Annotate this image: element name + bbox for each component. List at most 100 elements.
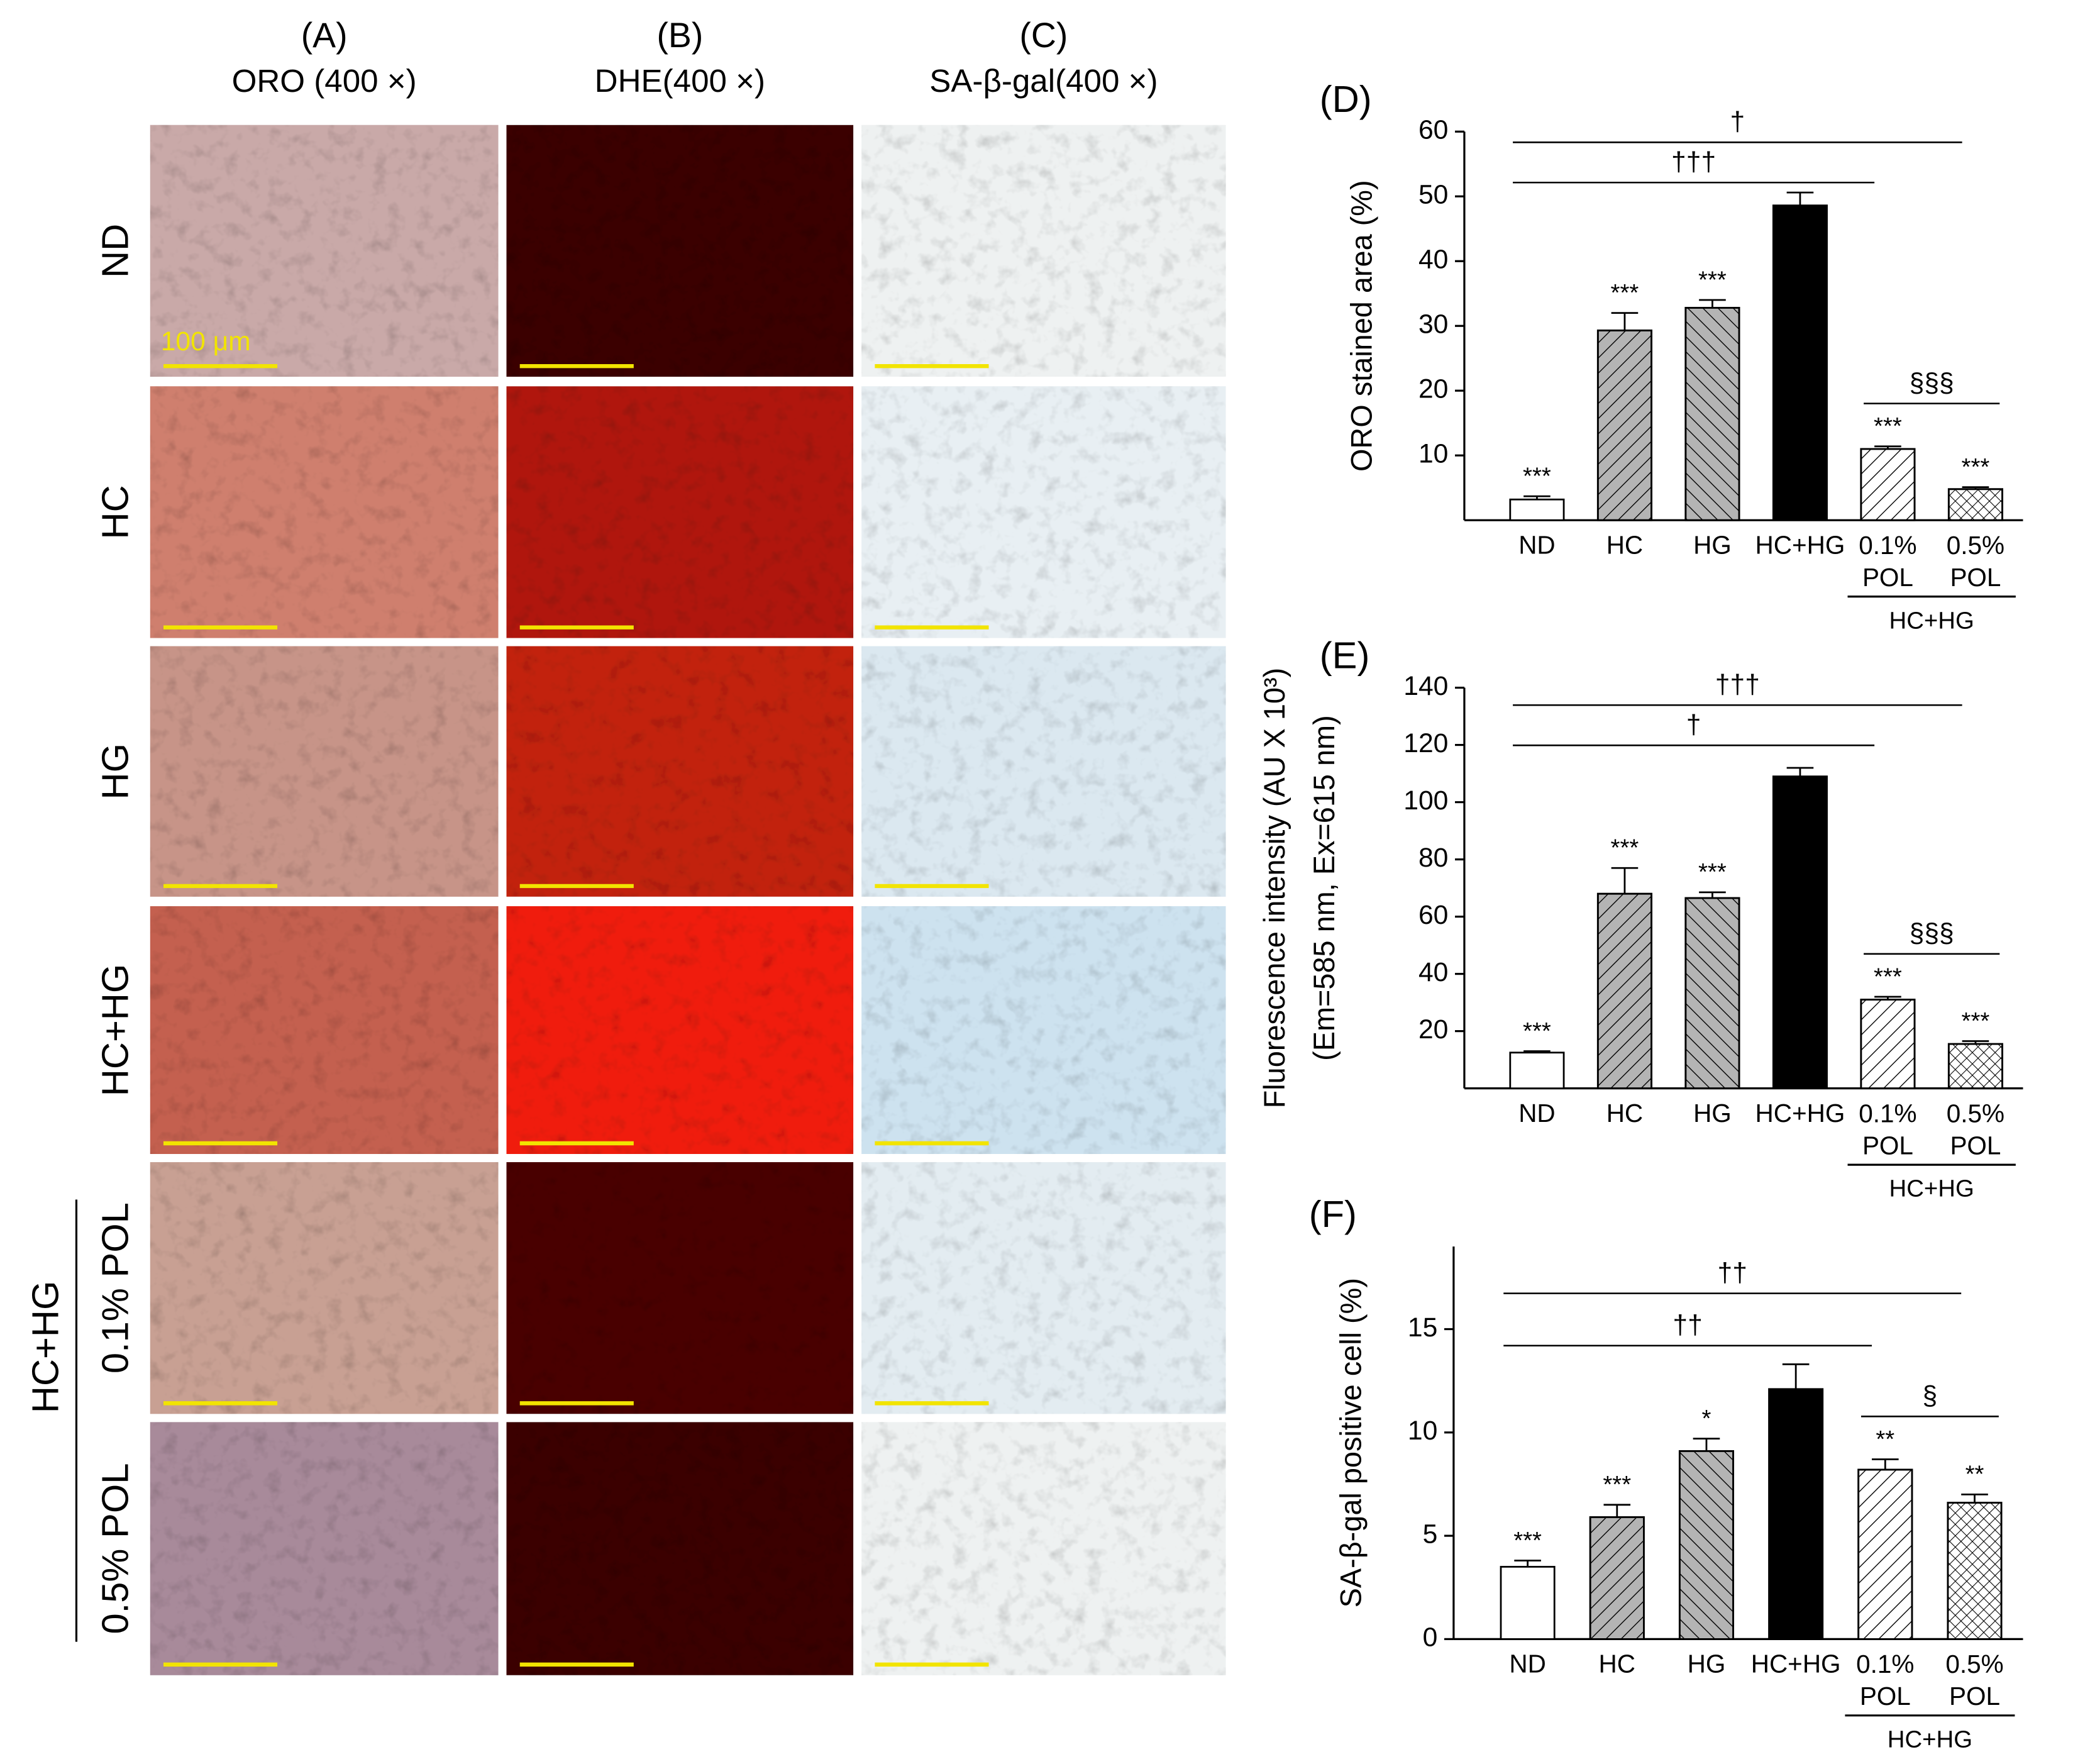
x-tick-label: HC+HG bbox=[1755, 530, 1845, 559]
x-tick-label: 0.5% POL bbox=[1945, 1650, 2003, 1711]
bar-hatch bbox=[1947, 1043, 2003, 1090]
error-bar bbox=[1874, 996, 1901, 1000]
micrograph bbox=[150, 125, 499, 377]
group-label: HC+HG bbox=[1889, 1175, 1974, 1202]
x-tick-label: HC bbox=[1599, 1650, 1635, 1678]
significance: ** bbox=[1966, 1461, 1984, 1488]
x-tick-label: HG bbox=[1693, 530, 1732, 559]
error-bar bbox=[1786, 767, 1814, 777]
x-tick-label: 0.1% POL bbox=[1859, 1099, 1916, 1160]
error-bar bbox=[1962, 1040, 1989, 1045]
y-axis-label: (Em=585 nm, Ex=615 nm) bbox=[1308, 715, 1341, 1061]
y-axis-label: Fluorescence intensity (AU X 10³) bbox=[1258, 668, 1291, 1109]
bar bbox=[1772, 775, 1828, 1090]
micrograph bbox=[506, 1162, 854, 1414]
y-tick-label: 30 bbox=[1418, 309, 1448, 339]
comparison-label: ††† bbox=[1715, 670, 1760, 700]
y-tick-label: 40 bbox=[1418, 244, 1448, 274]
micrograph bbox=[150, 1162, 499, 1414]
significance: *** bbox=[1698, 858, 1727, 885]
bar bbox=[1768, 1388, 1824, 1640]
x-tick-label: ND bbox=[1509, 1650, 1545, 1678]
bar bbox=[1509, 1051, 1565, 1090]
comparison-label: † bbox=[1686, 710, 1701, 740]
micrograph bbox=[506, 906, 854, 1155]
bar-hatch bbox=[1860, 448, 1916, 521]
y-tick-label: 20 bbox=[1418, 374, 1448, 404]
significance: *** bbox=[1513, 1527, 1542, 1554]
micrograph bbox=[506, 386, 854, 638]
y-axis-label: SA-β-gal positive cell (%) bbox=[1334, 1278, 1367, 1607]
y-tick-label: 100 bbox=[1403, 785, 1448, 816]
bar-hatch bbox=[1857, 1468, 1913, 1640]
x-tick-label: HG bbox=[1693, 1099, 1732, 1128]
error-bar bbox=[1874, 445, 1901, 449]
panel-title: (F) bbox=[1309, 1193, 1357, 1235]
significance: *** bbox=[1874, 963, 1902, 990]
bar-hatch bbox=[1860, 999, 1916, 1090]
x-tick-label: HC bbox=[1606, 530, 1643, 559]
significance: *** bbox=[1874, 413, 1902, 440]
x-tick-label: HC+HG bbox=[1751, 1650, 1841, 1678]
y-tick-label: 10 bbox=[1408, 1416, 1437, 1446]
bar-hatch bbox=[1678, 1450, 1734, 1640]
column-letter: (B) bbox=[656, 16, 703, 55]
y-tick-label: 20 bbox=[1418, 1014, 1448, 1045]
significance: ** bbox=[1876, 1426, 1894, 1453]
column-letter: (C) bbox=[1019, 16, 1068, 55]
micrograph bbox=[861, 1422, 1226, 1675]
bar bbox=[1500, 1565, 1556, 1640]
panel-title: (E) bbox=[1320, 634, 1370, 676]
y-tick-label: 0 bbox=[1423, 1623, 1438, 1653]
comparison-label: §§§ bbox=[1910, 368, 1954, 398]
y-tick-label: 80 bbox=[1418, 843, 1448, 873]
scale-bar-label: 100 μm bbox=[161, 326, 251, 357]
micrograph bbox=[506, 125, 854, 377]
error-bar bbox=[1961, 1493, 1988, 1503]
y-tick-label: 60 bbox=[1418, 900, 1448, 930]
x-tick-label: ND bbox=[1518, 1099, 1555, 1128]
significance: *** bbox=[1962, 453, 1990, 480]
bar bbox=[1509, 498, 1565, 521]
significance: *** bbox=[1603, 1471, 1631, 1498]
row-label: HC+HG bbox=[94, 964, 136, 1097]
error-bar bbox=[1523, 1050, 1551, 1053]
micrograph bbox=[150, 1422, 499, 1675]
error-bar bbox=[1611, 312, 1639, 331]
significance: *** bbox=[1698, 266, 1727, 293]
significance: *** bbox=[1611, 279, 1639, 306]
x-tick-label: 0.1% POL bbox=[1859, 530, 1916, 591]
x-tick-label: HC+HG bbox=[1755, 1099, 1845, 1128]
row-group-label: HC+HG bbox=[24, 1281, 66, 1414]
micrograph bbox=[861, 125, 1226, 377]
error-bar bbox=[1699, 891, 1726, 899]
y-axis-label: ORO stained area (%) bbox=[1345, 180, 1378, 472]
micrograph bbox=[861, 386, 1226, 638]
significance: *** bbox=[1962, 1007, 1990, 1035]
y-tick-label: 40 bbox=[1418, 957, 1448, 987]
x-tick-label: 0.5% POL bbox=[1947, 1099, 2004, 1160]
bar-hatch bbox=[1596, 330, 1652, 521]
row-label: ND bbox=[94, 224, 136, 278]
y-tick-label: 60 bbox=[1418, 115, 1448, 145]
significance: *** bbox=[1611, 835, 1639, 862]
column-title: ORO (400 ×) bbox=[232, 63, 417, 99]
x-tick-label: 0.5% POL bbox=[1947, 530, 2004, 591]
group-label: HC+HG bbox=[1889, 607, 1974, 634]
y-tick-label: 10 bbox=[1418, 438, 1448, 469]
bar-hatch bbox=[1947, 1502, 2003, 1640]
bar bbox=[1772, 204, 1828, 521]
comparison-label: ††† bbox=[1671, 147, 1716, 177]
row-label: HG bbox=[94, 743, 136, 799]
comparison-label: † bbox=[1730, 107, 1745, 137]
error-bar bbox=[1872, 1458, 1899, 1470]
x-tick-label: ND bbox=[1518, 530, 1555, 559]
error-bar bbox=[1514, 1560, 1541, 1567]
y-tick-label: 15 bbox=[1408, 1312, 1437, 1343]
micrograph bbox=[506, 1422, 854, 1675]
row-label: 0.5% POL bbox=[94, 1463, 136, 1634]
error-bar bbox=[1786, 191, 1814, 206]
y-tick-label: 50 bbox=[1418, 180, 1448, 210]
